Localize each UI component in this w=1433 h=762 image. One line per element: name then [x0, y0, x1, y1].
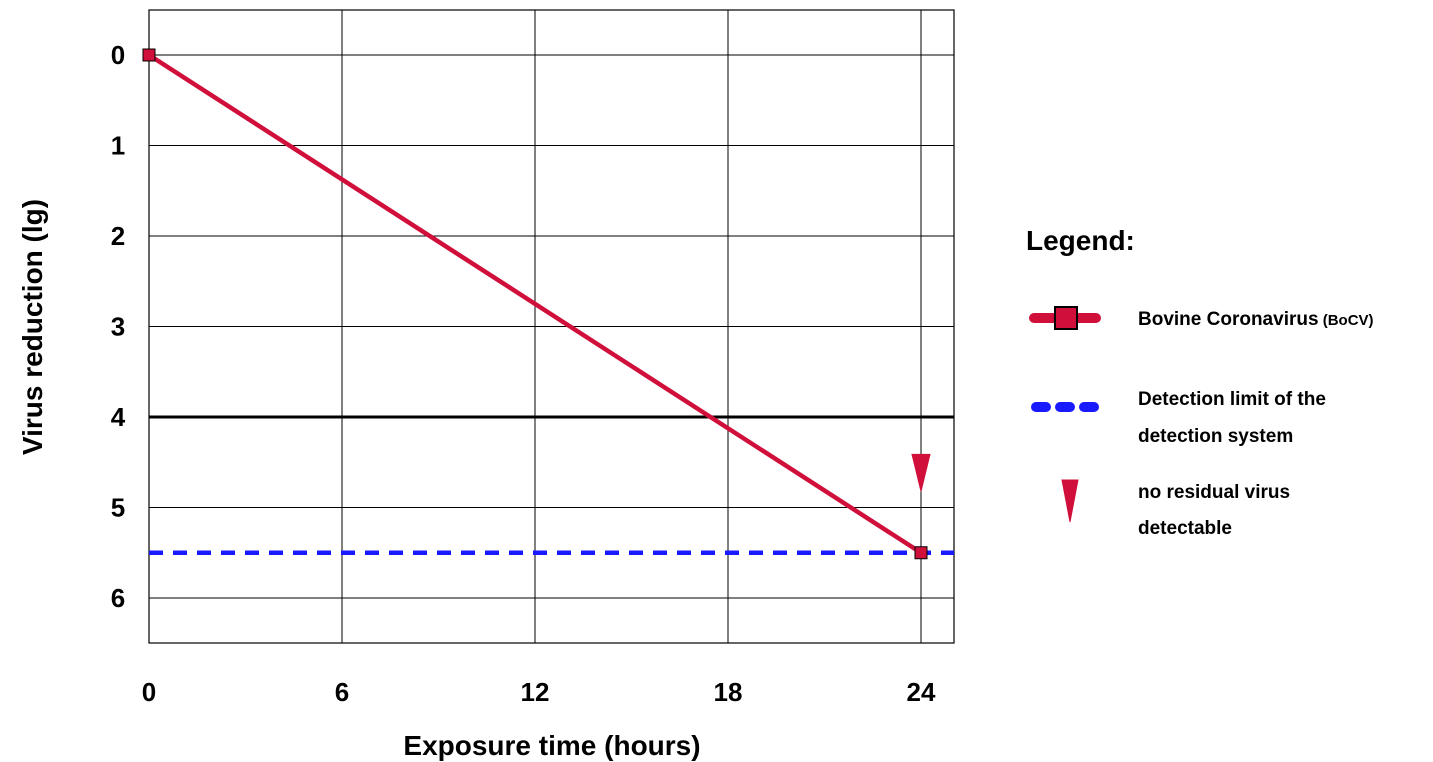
x-tick-label-18: 18	[714, 677, 743, 707]
legend-series-abbr: (BoCV)	[1319, 312, 1374, 329]
legend-arrow-line2: detectable	[1138, 518, 1232, 539]
arrow-down-icon	[911, 453, 931, 492]
legend-series-marker	[1054, 306, 1078, 330]
x-axis-title: Exposure time (hours)	[403, 730, 700, 761]
legend-arrow-line1: no residual virus	[1138, 482, 1290, 503]
legend-limit-line1: Detection limit of the	[1138, 389, 1326, 410]
legend: Legend: Bovine Coronavirus (BoCV) Detect…	[1026, 225, 1374, 539]
series-layer	[142, 48, 931, 560]
legend-limit-line2: detection system	[1138, 426, 1293, 447]
x-tick-label-12: 12	[521, 677, 550, 707]
legend-series-label: Bovine Coronavirus (BoCV)	[1138, 309, 1374, 330]
x-tick-label-0: 0	[142, 677, 156, 707]
series-line-0	[147, 53, 923, 555]
grid	[148, 9, 955, 644]
legend-title: Legend:	[1026, 225, 1135, 256]
y-tick-label-1: 1	[111, 131, 125, 161]
y-tick-label-4: 4	[111, 402, 126, 432]
data-point-0-1	[914, 546, 928, 560]
y-tick-label-6: 6	[111, 583, 125, 613]
reference-lines	[149, 415, 954, 555]
y-axis-title: Virus reduction (lg)	[17, 199, 48, 455]
data-point-0-0	[142, 48, 156, 62]
y-tick-label-0: 0	[111, 40, 125, 70]
x-tick-label-6: 6	[335, 677, 349, 707]
x-tick-label-24: 24	[907, 677, 936, 707]
y-tick-label-2: 2	[111, 221, 125, 251]
legend-series-name: Bovine Coronavirus	[1138, 309, 1319, 330]
y-tick-label-5: 5	[111, 493, 125, 523]
y-tick-label-3: 3	[111, 312, 125, 342]
legend-arrow-down-icon	[1061, 479, 1079, 523]
